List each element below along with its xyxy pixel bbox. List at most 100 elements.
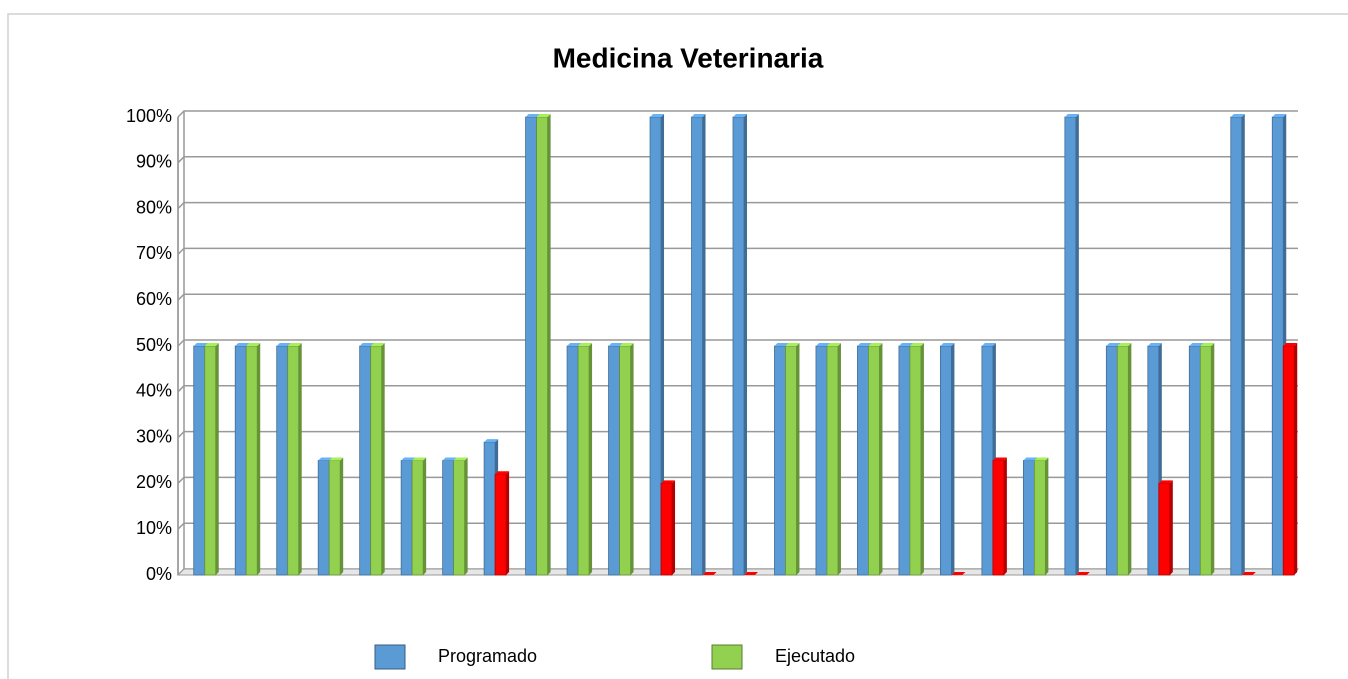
bar-side — [1128, 343, 1132, 575]
bar-top — [619, 343, 634, 346]
bar-side — [796, 343, 800, 575]
bar — [411, 457, 427, 576]
bar — [909, 343, 924, 576]
bar-top — [1117, 343, 1132, 346]
legend-swatch — [374, 644, 406, 670]
bar-top — [857, 343, 872, 346]
bar-front — [1188, 345, 1201, 576]
bar-front — [1147, 345, 1160, 576]
bar-side — [298, 343, 302, 575]
bar-top — [1034, 457, 1049, 461]
bar-top — [826, 343, 841, 346]
grid-line — [177, 430, 1298, 439]
bar-top — [235, 343, 250, 346]
bar-top — [525, 114, 540, 117]
bar-top — [1189, 343, 1204, 346]
bar-side — [257, 343, 261, 575]
bar-side — [879, 343, 883, 575]
bar-top — [246, 343, 261, 346]
bar-top — [608, 343, 623, 346]
bar-top — [204, 343, 219, 346]
bar-side — [381, 343, 385, 575]
bar — [744, 572, 758, 575]
bar-front — [785, 345, 797, 576]
bar — [204, 343, 219, 576]
grid-line — [177, 293, 1298, 301]
bar — [494, 471, 510, 576]
y-tick-label: 30% — [136, 426, 172, 446]
bar-top — [940, 343, 955, 346]
bar — [536, 114, 551, 576]
bar-top — [442, 457, 457, 461]
bar-side — [630, 343, 634, 575]
bar-front — [826, 345, 839, 576]
legend-label: Programado — [438, 646, 537, 666]
bar-front — [940, 345, 952, 576]
bar-top — [1106, 343, 1121, 346]
bar — [940, 343, 955, 576]
bar-front — [317, 460, 330, 576]
bar-front — [619, 345, 631, 576]
bar-front — [453, 460, 466, 576]
y-tick-label: 10% — [136, 518, 172, 538]
bar-front — [660, 482, 673, 576]
y-tick-label: 40% — [136, 381, 172, 401]
bar — [691, 114, 706, 576]
bar-front — [1022, 460, 1035, 576]
bar-side — [547, 114, 551, 575]
bar — [1230, 114, 1245, 576]
bar-front — [442, 460, 455, 576]
bar — [619, 343, 634, 576]
legend-label: Ejecutado — [775, 646, 855, 666]
bar-side — [1294, 343, 1298, 575]
bar-side — [1003, 457, 1007, 575]
bar-top — [909, 343, 924, 346]
bar — [826, 343, 841, 576]
bar-front — [245, 345, 258, 576]
bar-top — [329, 457, 344, 461]
bar-side — [702, 114, 706, 575]
frame — [7, 13, 1348, 679]
bar-front — [992, 460, 1005, 576]
bar-top — [567, 343, 582, 346]
bar-front — [193, 345, 206, 576]
bar-side — [920, 343, 924, 575]
bar-front — [566, 345, 579, 576]
bar-side — [215, 343, 219, 575]
bar-front — [411, 460, 424, 576]
bar-front — [608, 345, 620, 576]
bar-front — [234, 345, 247, 576]
bar-front — [815, 345, 828, 576]
y-tick-label: 70% — [136, 243, 172, 263]
grid-line — [177, 385, 1298, 393]
grid-line — [177, 110, 1298, 118]
bar-side — [506, 471, 510, 575]
bar — [785, 343, 800, 576]
grid-line — [177, 156, 1298, 164]
grid-line — [177, 522, 1298, 530]
y-tick-label: 100% — [126, 106, 172, 126]
y-tick-label: 0% — [146, 564, 172, 584]
bar-front — [1271, 116, 1284, 576]
bar-top — [484, 439, 499, 443]
bar-front — [328, 460, 341, 576]
bar-front — [1282, 345, 1295, 576]
bar — [287, 343, 302, 576]
bar-front — [691, 116, 703, 576]
bar-front — [1033, 460, 1046, 576]
bar-top — [774, 343, 789, 346]
bar-front — [898, 345, 911, 576]
bar-front — [1199, 345, 1212, 576]
bar-top — [744, 572, 758, 575]
bar-front — [370, 345, 383, 576]
bar-top — [650, 114, 665, 117]
bar-front — [857, 345, 869, 576]
bar — [1033, 457, 1049, 576]
bar-front — [1064, 116, 1077, 576]
bar — [328, 457, 344, 576]
bar — [660, 480, 676, 576]
bar-side — [672, 480, 676, 575]
bar-side — [1045, 457, 1049, 575]
bar-front — [981, 345, 994, 576]
